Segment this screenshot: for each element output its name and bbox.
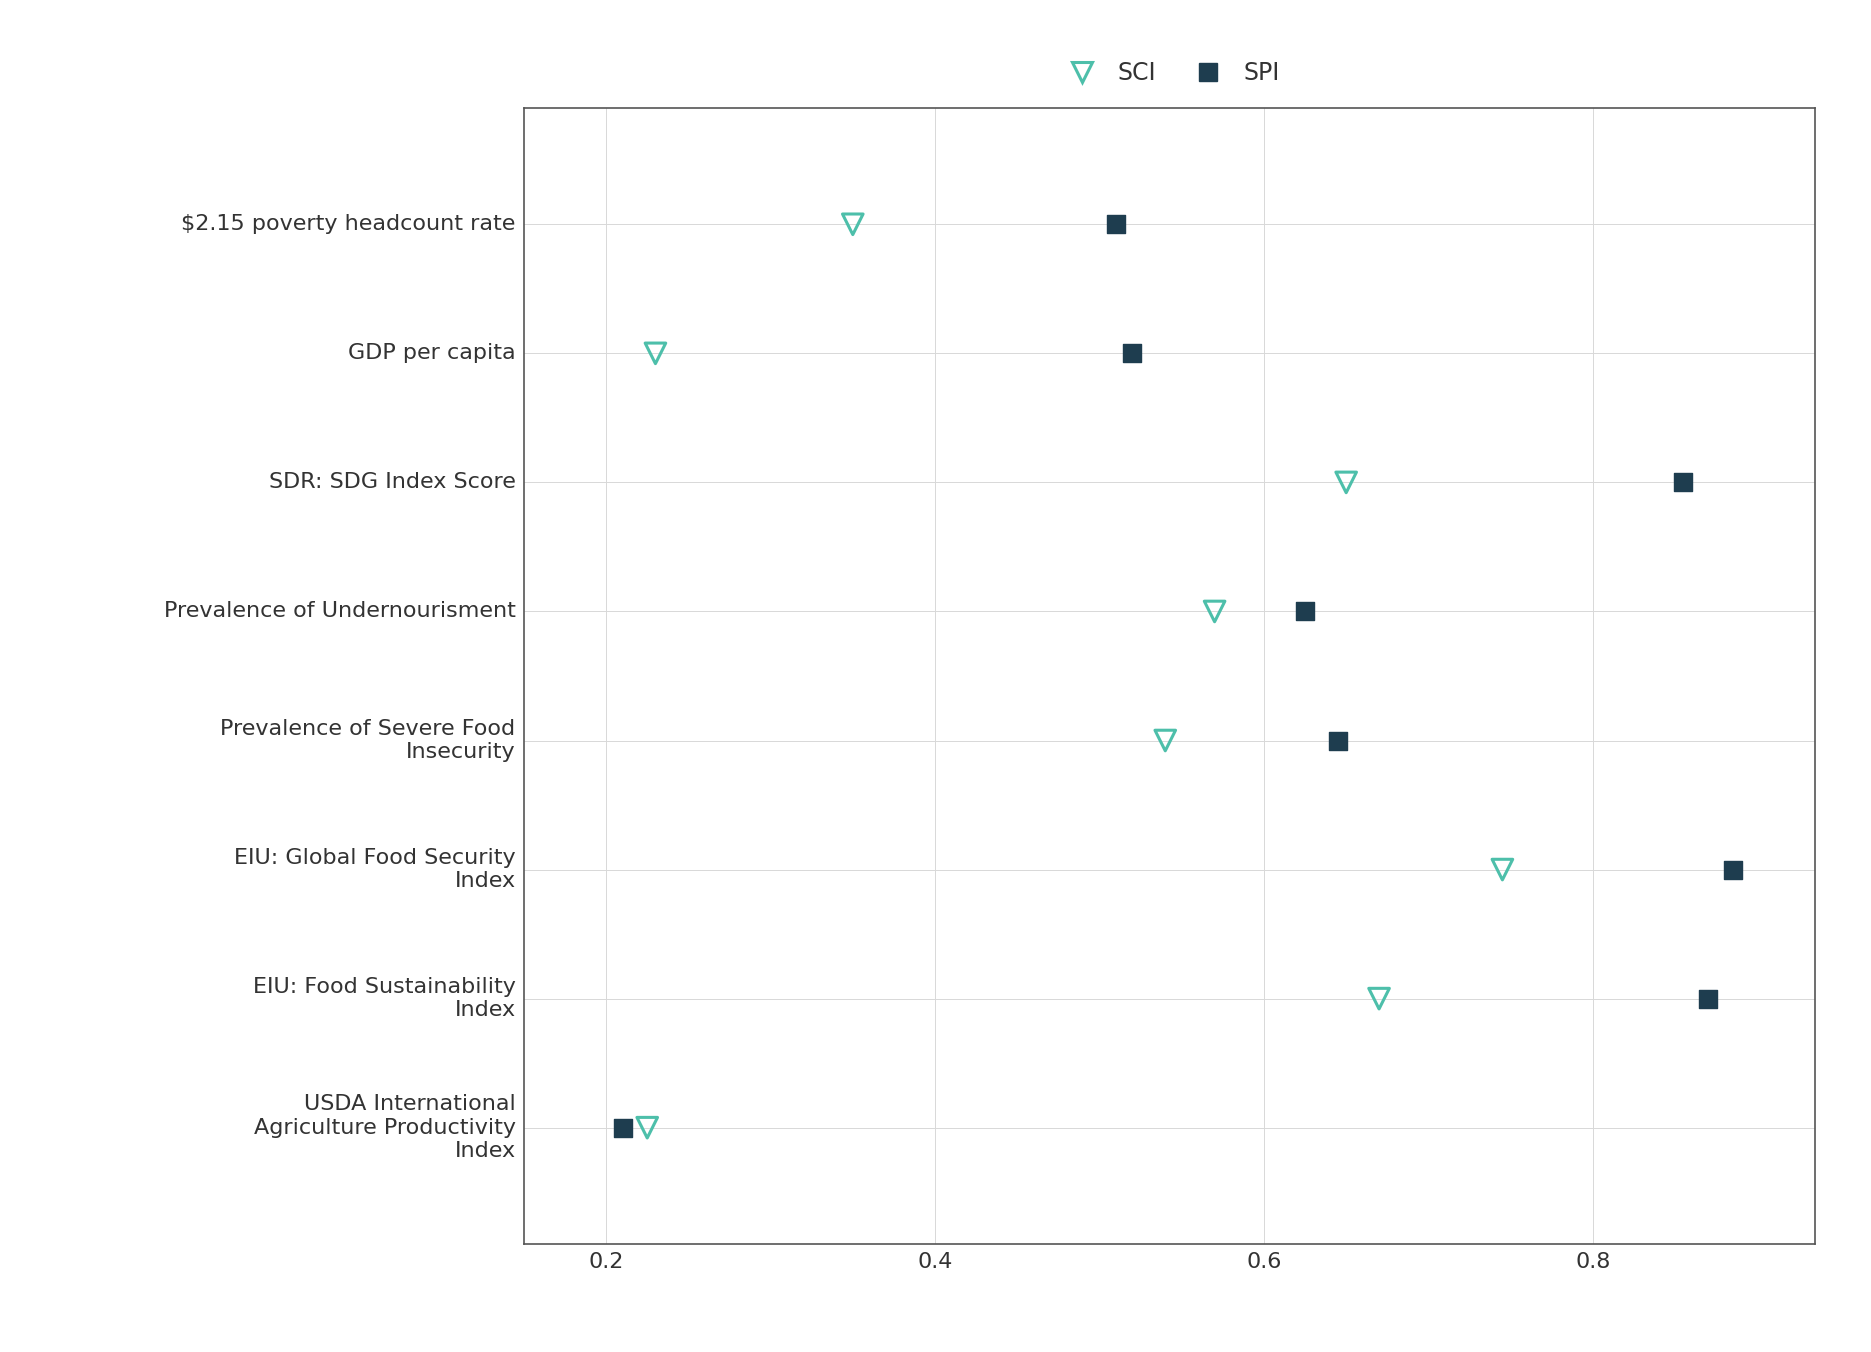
SPI [1669, 472, 1699, 493]
SPI [1718, 859, 1748, 880]
SCI [1364, 988, 1394, 1010]
SCI [838, 214, 868, 235]
SCI [1487, 859, 1517, 880]
SPI [1117, 342, 1147, 364]
SPI [1291, 600, 1321, 622]
SCI [1151, 730, 1181, 752]
Legend: SCI, SPI: SCI, SPI [1050, 51, 1289, 95]
SCI [1330, 472, 1360, 493]
SPI [1323, 730, 1353, 752]
SPI [1693, 988, 1723, 1010]
SCI [1199, 600, 1229, 622]
SCI [632, 1117, 662, 1138]
SPI [608, 1117, 638, 1138]
SCI [640, 342, 670, 364]
SPI [1100, 214, 1130, 235]
